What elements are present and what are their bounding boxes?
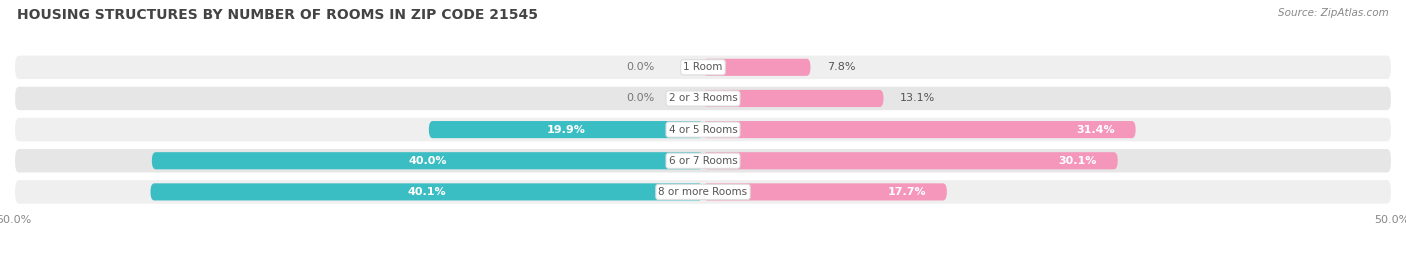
Text: Source: ZipAtlas.com: Source: ZipAtlas.com bbox=[1278, 8, 1389, 18]
Text: 4 or 5 Rooms: 4 or 5 Rooms bbox=[669, 124, 737, 135]
FancyBboxPatch shape bbox=[14, 117, 1392, 142]
Text: 40.1%: 40.1% bbox=[408, 187, 446, 197]
FancyBboxPatch shape bbox=[703, 90, 883, 107]
Text: 7.8%: 7.8% bbox=[827, 62, 855, 72]
FancyBboxPatch shape bbox=[703, 121, 1136, 138]
Text: 6 or 7 Rooms: 6 or 7 Rooms bbox=[669, 156, 737, 166]
Text: 2 or 3 Rooms: 2 or 3 Rooms bbox=[669, 93, 737, 103]
Text: 13.1%: 13.1% bbox=[900, 93, 935, 103]
Text: 30.1%: 30.1% bbox=[1059, 156, 1097, 166]
FancyBboxPatch shape bbox=[14, 55, 1392, 80]
Text: 8 or more Rooms: 8 or more Rooms bbox=[658, 187, 748, 197]
FancyBboxPatch shape bbox=[14, 86, 1392, 111]
Text: 31.4%: 31.4% bbox=[1077, 124, 1115, 135]
Text: HOUSING STRUCTURES BY NUMBER OF ROOMS IN ZIP CODE 21545: HOUSING STRUCTURES BY NUMBER OF ROOMS IN… bbox=[17, 8, 538, 22]
FancyBboxPatch shape bbox=[703, 152, 1118, 169]
FancyBboxPatch shape bbox=[14, 148, 1392, 174]
Text: 40.0%: 40.0% bbox=[408, 156, 447, 166]
Text: 0.0%: 0.0% bbox=[627, 93, 655, 103]
FancyBboxPatch shape bbox=[14, 179, 1392, 205]
FancyBboxPatch shape bbox=[150, 183, 703, 201]
Text: 17.7%: 17.7% bbox=[887, 187, 927, 197]
FancyBboxPatch shape bbox=[703, 183, 946, 201]
FancyBboxPatch shape bbox=[429, 121, 703, 138]
Text: 19.9%: 19.9% bbox=[547, 124, 585, 135]
Text: 0.0%: 0.0% bbox=[627, 62, 655, 72]
FancyBboxPatch shape bbox=[152, 152, 703, 169]
Text: 1 Room: 1 Room bbox=[683, 62, 723, 72]
FancyBboxPatch shape bbox=[703, 59, 810, 76]
